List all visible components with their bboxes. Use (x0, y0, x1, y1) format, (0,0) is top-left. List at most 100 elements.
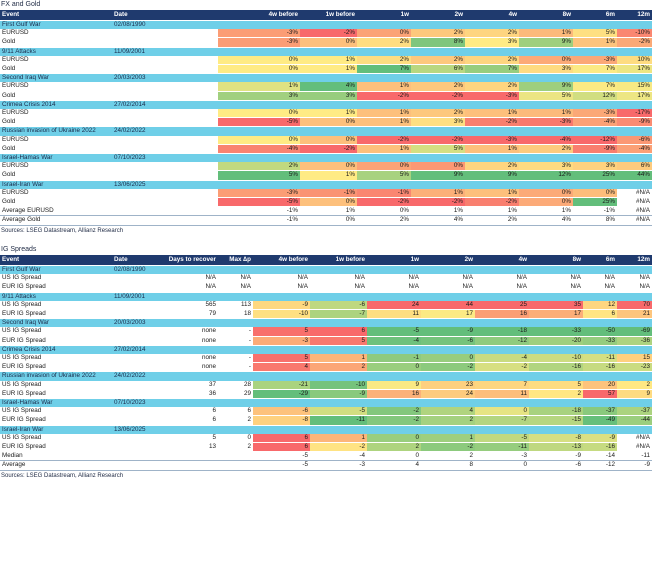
event-filler (529, 265, 583, 275)
event-filler (475, 344, 529, 355)
value-cell: 1% (411, 188, 465, 199)
event-row: Israel-Iran War 13/06/2025 (0, 179, 652, 189)
column-header: 6m (583, 255, 617, 266)
row-spacer (112, 354, 162, 364)
event-filler (465, 126, 519, 136)
event-filler (367, 291, 421, 301)
value-cell: -12% (573, 135, 617, 145)
max-change: 18 (218, 309, 253, 320)
days-to-recover: none (162, 362, 218, 373)
value-cell: 17% (617, 64, 652, 75)
value-cell: N/A (367, 274, 421, 284)
value-cell: N/A (421, 282, 475, 293)
row-label: US IG Spread (0, 380, 112, 390)
column-header: 8w (519, 10, 573, 21)
value-cell: -3% (573, 109, 617, 119)
ig-source-note: Sources: LSEG Datastream, Allianz Resear… (1, 473, 124, 479)
days-to-recover: none (162, 336, 218, 346)
value-cell: 0% (300, 117, 357, 128)
table-row: EURUSD -3% -2% 0% 2% 2% 1% 5% -10% (0, 29, 652, 39)
value-cell: 5 (253, 327, 310, 337)
value-cell: -11 (475, 442, 529, 453)
row-spacer (112, 109, 218, 119)
value-cell: 20 (583, 380, 617, 390)
value-cell: -18 (475, 327, 529, 337)
row-spacer (112, 55, 218, 65)
ig-spreads-table: Event Date Days to recover Max ∆p 4w before 1… (0, 255, 652, 471)
row-spacer (112, 442, 162, 453)
value-cell: 1% (357, 117, 411, 128)
summary-value: 1% (411, 206, 465, 217)
value-cell: 10% (617, 55, 652, 65)
value-cell: 23 (421, 380, 475, 390)
days-to-recover: 79 (162, 309, 218, 320)
event-filler (617, 398, 652, 408)
event-date: 20/03/2003 (112, 318, 162, 328)
row-spacer (112, 274, 162, 284)
summary-spacer (162, 451, 218, 462)
event-row: Crimea Crisis 2014 27/02/2014 (0, 99, 652, 110)
fx-source-note: Sources: LSEG Datastream, Allianz Resear… (1, 228, 124, 234)
event-name: Crimea Crisis 2014 (0, 344, 112, 355)
row-label: Gold (0, 91, 112, 101)
value-cell: 25% (573, 197, 617, 208)
summary-value: -1% (218, 206, 300, 217)
value-cell: -3% (519, 117, 573, 128)
max-change: 2 (218, 415, 253, 426)
max-change: 29 (218, 389, 253, 400)
event-filler (300, 46, 357, 56)
event-name: Israel-Iran War (0, 424, 112, 434)
event-name: Russian invasion of Ukraine 2022 (0, 371, 112, 381)
summary-spacer (218, 460, 253, 471)
column-header: Max ∆p (218, 255, 253, 266)
event-filler (310, 424, 367, 434)
value-cell: 9% (411, 170, 465, 181)
ig-table-title: IG Spreads (1, 246, 37, 253)
value-cell: 9 (367, 380, 421, 390)
value-cell: -2% (617, 37, 652, 48)
table-row: US IG Spread none -5 6 -5 -9 -18 -33 -50 -69 (0, 327, 652, 337)
column-header: 4w before (218, 10, 300, 21)
value-cell: 0 (475, 407, 529, 417)
row-spacer (112, 170, 218, 181)
summary-value: 0% (357, 206, 411, 217)
event-name: Crimea Crisis 2014 (0, 99, 112, 110)
value-cell: -16 (583, 362, 617, 373)
event-filler (475, 318, 529, 328)
value-cell: -3 (253, 336, 310, 346)
event-filler (617, 46, 652, 56)
value-cell: 2% (519, 144, 573, 155)
column-header: 2w (421, 255, 475, 266)
summary-value: 1% (300, 206, 357, 217)
event-filler (573, 153, 617, 163)
value-cell: -8 (529, 433, 583, 444)
event-date: 13/06/2025 (112, 179, 218, 189)
event-filler (519, 179, 573, 189)
column-header: Date (112, 255, 162, 266)
value-cell: 0% (300, 162, 357, 172)
value-cell: #N/A (617, 197, 652, 208)
row-spacer (112, 327, 162, 337)
event-filler (617, 424, 652, 434)
column-header: 8w (529, 255, 583, 266)
event-filler (300, 20, 357, 30)
value-cell: N/A (475, 274, 529, 284)
event-filler (367, 398, 421, 408)
value-cell: -6 (310, 300, 367, 310)
days-to-recover: 36 (162, 389, 218, 400)
row-spacer (112, 64, 218, 75)
value-cell: -2% (357, 197, 411, 208)
value-cell: 24 (367, 300, 421, 310)
max-change: N/A (218, 282, 253, 293)
table-row: Gold -4% -2% 1% 5% 1% 2% -9% -4% (0, 144, 652, 155)
table-row: EURUSD -3% -1% -1% 1% 1% 0% 0% #N/A (0, 188, 652, 199)
summary-spacer (112, 451, 162, 462)
event-date: 11/09/2001 (112, 291, 162, 301)
event-name: Second Iraq War (0, 73, 112, 83)
event-filler (300, 126, 357, 136)
value-cell: 2 (421, 415, 475, 426)
event-filler (218, 153, 300, 163)
value-cell: N/A (617, 274, 652, 284)
event-filler (218, 265, 253, 275)
value-cell: -4% (519, 135, 573, 145)
